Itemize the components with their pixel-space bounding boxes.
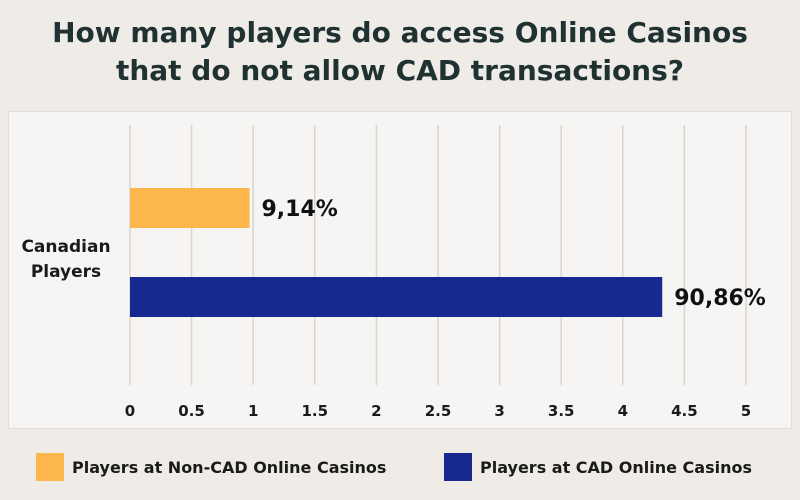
x-tick-label: 5: [741, 402, 751, 420]
chart-title-line-2: that do not allow CAD transactions?: [115, 54, 685, 87]
chart-title-line-1: How many players do access Online Casino…: [52, 16, 748, 49]
x-tick-label: 4.5: [671, 402, 698, 420]
bar: [130, 188, 250, 228]
x-tick-label: 3.5: [548, 402, 575, 420]
x-tick-label: 0.5: [178, 402, 205, 420]
x-tick-label: 1.5: [302, 402, 329, 420]
chart-panel: [8, 111, 792, 429]
x-tick-label: 4: [618, 402, 628, 420]
x-tick-label: 1: [248, 402, 258, 420]
x-tick-label: 3: [494, 402, 504, 420]
legend-label-cad: Players at CAD Online Casinos: [480, 457, 752, 477]
data-label: 90,86%: [674, 286, 766, 311]
x-tick-label: 2: [371, 402, 381, 420]
bar: [130, 277, 663, 317]
legend-item-cad: Players at CAD Online Casinos: [444, 451, 752, 483]
data-label: 9,14%: [262, 197, 338, 222]
legend-swatch-non-cad: [36, 453, 64, 481]
x-tick-label: 2.5: [425, 402, 452, 420]
legend-swatch-cad: [444, 453, 472, 481]
legend: Players at Non-CAD Online Casinos Player…: [0, 451, 800, 483]
x-tick-label: 0: [125, 402, 135, 420]
legend-item-non-cad: Players at Non-CAD Online Casinos: [36, 451, 386, 483]
category-label: Players: [31, 262, 101, 282]
legend-label-non-cad: Players at Non-CAD Online Casinos: [72, 457, 387, 477]
chart-title: How many players do access Online Casino…: [0, 14, 800, 90]
category-label: Canadian: [21, 237, 110, 257]
